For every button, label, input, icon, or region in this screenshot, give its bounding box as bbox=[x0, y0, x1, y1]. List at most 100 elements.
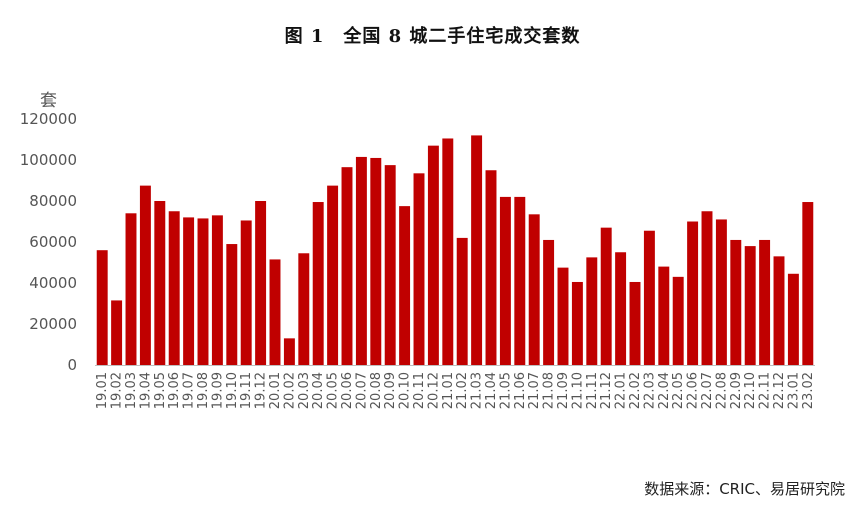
bar bbox=[557, 267, 569, 365]
bar bbox=[370, 157, 382, 365]
bar bbox=[312, 202, 324, 365]
bar bbox=[327, 185, 339, 365]
bar bbox=[283, 338, 295, 365]
bar bbox=[399, 206, 411, 365]
x-tick-label: 21.01 bbox=[441, 372, 456, 409]
x-tick-label: 20.11 bbox=[412, 372, 427, 409]
bar bbox=[471, 135, 483, 365]
x-tick-label: 22.06 bbox=[686, 372, 701, 409]
bar bbox=[413, 173, 425, 365]
x-tick-label: 20.03 bbox=[297, 372, 312, 409]
bar bbox=[111, 300, 123, 365]
bar bbox=[384, 165, 396, 365]
x-tick-label: 22.10 bbox=[743, 372, 758, 409]
bar bbox=[168, 211, 180, 365]
bar bbox=[255, 201, 267, 365]
x-tick-label: 22.11 bbox=[758, 372, 773, 409]
bar bbox=[139, 185, 151, 365]
bar bbox=[773, 256, 785, 365]
bar bbox=[355, 156, 367, 365]
x-tick-label: 21.07 bbox=[527, 372, 542, 409]
bar bbox=[802, 202, 814, 365]
x-tick-label: 21.04 bbox=[484, 372, 499, 409]
bar bbox=[183, 217, 195, 365]
y-tick-label: 80000 bbox=[29, 192, 77, 210]
x-tick-label: 19.09 bbox=[210, 372, 225, 409]
x-tick-label: 19.07 bbox=[182, 372, 197, 409]
y-tick-label: 120000 bbox=[20, 110, 77, 128]
bar bbox=[787, 273, 799, 365]
bar bbox=[629, 281, 641, 365]
y-tick-label: 0 bbox=[67, 356, 77, 374]
x-tick-label: 21.11 bbox=[585, 372, 600, 409]
x-tick-label: 20.05 bbox=[326, 372, 341, 409]
bar bbox=[615, 252, 627, 365]
y-tick-label: 40000 bbox=[29, 274, 77, 292]
x-tick-label: 23.02 bbox=[801, 372, 816, 409]
x-tick-label: 21.06 bbox=[513, 372, 528, 409]
x-tick-label: 22.02 bbox=[628, 372, 643, 409]
bar bbox=[715, 219, 727, 365]
bar bbox=[154, 201, 166, 365]
bar bbox=[687, 221, 699, 365]
x-tick-label: 22.12 bbox=[772, 372, 787, 409]
x-tick-label: 19.04 bbox=[138, 372, 153, 409]
bar bbox=[643, 230, 655, 365]
x-tick-label: 19.12 bbox=[254, 372, 269, 409]
bar bbox=[485, 170, 497, 365]
x-tick-label: 22.04 bbox=[657, 372, 672, 409]
x-tick-label: 22.08 bbox=[714, 372, 729, 409]
x-tick-label: 23.01 bbox=[786, 372, 801, 409]
x-tick-label: 21.12 bbox=[599, 372, 614, 409]
x-tick-label: 19.01 bbox=[95, 372, 110, 409]
x-tick-label: 19.06 bbox=[167, 372, 182, 409]
chart-title: 图 1 全国 8 城二手住宅成交套数 bbox=[284, 26, 581, 47]
bar bbox=[197, 218, 209, 365]
y-tick-label: 60000 bbox=[29, 233, 77, 251]
x-tick-label: 20.02 bbox=[282, 372, 297, 409]
bars bbox=[96, 135, 814, 365]
x-tick-label: 21.09 bbox=[556, 372, 571, 409]
bar bbox=[341, 167, 353, 365]
x-tick-label: 20.07 bbox=[354, 372, 369, 409]
source-note: 数据来源：CRIC、易居研究院 bbox=[644, 480, 845, 498]
x-tick-label: 22.07 bbox=[700, 372, 715, 409]
x-tick-label: 19.02 bbox=[110, 372, 125, 409]
x-tick-label: 21.03 bbox=[470, 372, 485, 409]
y-axis-unit-label: 套 bbox=[40, 91, 57, 111]
x-tick-label: 19.10 bbox=[225, 372, 240, 409]
bar bbox=[730, 239, 742, 365]
y-axis-ticks: 0 20000 40000 60000 80000 100000 120000 bbox=[20, 110, 77, 374]
bar bbox=[442, 138, 454, 365]
bar bbox=[211, 215, 223, 365]
y-tick-label: 100000 bbox=[20, 151, 77, 169]
x-tick-label: 20.06 bbox=[340, 372, 355, 409]
x-tick-label: 21.08 bbox=[542, 372, 557, 409]
x-tick-label: 22.03 bbox=[642, 372, 657, 409]
x-tick-label: 21.02 bbox=[455, 372, 470, 409]
bar bbox=[125, 213, 137, 365]
y-tick-label: 20000 bbox=[29, 315, 77, 333]
x-tick-label: 20.04 bbox=[311, 372, 326, 409]
bar bbox=[226, 244, 238, 365]
bar bbox=[528, 214, 540, 365]
x-tick-label: 21.05 bbox=[498, 372, 513, 409]
x-tick-label: 19.11 bbox=[239, 372, 254, 409]
bar bbox=[543, 239, 555, 365]
x-tick-label: 19.05 bbox=[153, 372, 168, 409]
x-tick-label: 22.01 bbox=[614, 372, 629, 409]
bar bbox=[269, 259, 281, 365]
bar bbox=[658, 266, 670, 365]
bar bbox=[298, 253, 310, 365]
bar bbox=[586, 257, 598, 365]
bar bbox=[571, 281, 583, 365]
bar bbox=[240, 220, 252, 365]
x-tick-label: 21.10 bbox=[570, 372, 585, 409]
bar bbox=[514, 196, 526, 365]
x-tick-label: 20.01 bbox=[268, 372, 283, 409]
bar bbox=[701, 211, 713, 365]
x-axis-ticks: 19.01 19.02 19.03 19.04 19.05 19.06 19.07 19.08… bbox=[95, 372, 816, 409]
x-tick-label: 22.05 bbox=[671, 372, 686, 409]
x-tick-label: 20.12 bbox=[426, 372, 441, 409]
